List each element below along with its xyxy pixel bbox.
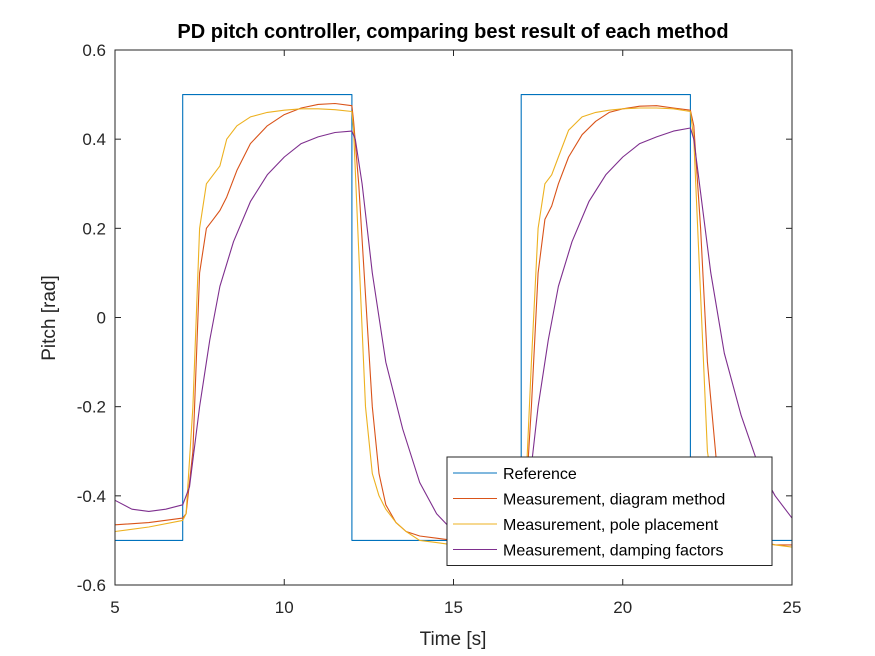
- legend: Reference Measurement, diagram method Meas…: [446, 456, 773, 566]
- x-tick-label: 5: [110, 598, 119, 617]
- x-tick-label: 20: [613, 598, 632, 617]
- y-tick-labels: -0.6 -0.4 -0.2 0 0.2 0.4 0.6: [77, 41, 106, 595]
- x-tick-label: 25: [783, 598, 802, 617]
- x-tick-label: 15: [444, 598, 463, 617]
- y-tick-label: 0.6: [82, 41, 106, 60]
- y-tick-label: -0.4: [77, 487, 106, 506]
- legend-label-3: Measurement, pole placement: [503, 517, 719, 534]
- x-tick-label: 10: [275, 598, 294, 617]
- y-tick-label: 0: [97, 309, 106, 328]
- chart-title: PD pitch controller, comparing best resu…: [177, 21, 728, 43]
- y-tick-label: -0.2: [77, 398, 106, 417]
- legend-label-4: Measurement, damping factors: [503, 543, 724, 560]
- y-tick-label: 0.2: [82, 219, 106, 238]
- y-axis-label: Pitch [rad]: [39, 275, 60, 361]
- legend-label-1: Reference: [503, 466, 577, 483]
- x-tick-labels: 5 10 15 20 25: [110, 598, 801, 617]
- y-tick-label: -0.6: [77, 576, 106, 595]
- x-axis-label: Time [s]: [420, 629, 487, 650]
- legend-box: [446, 456, 773, 566]
- series-line-1: [115, 94, 792, 541]
- axes-layer: [114, 49, 793, 586]
- y-tick-label: 0.4: [82, 130, 106, 149]
- legend-label-2: Measurement, diagram method: [503, 492, 725, 509]
